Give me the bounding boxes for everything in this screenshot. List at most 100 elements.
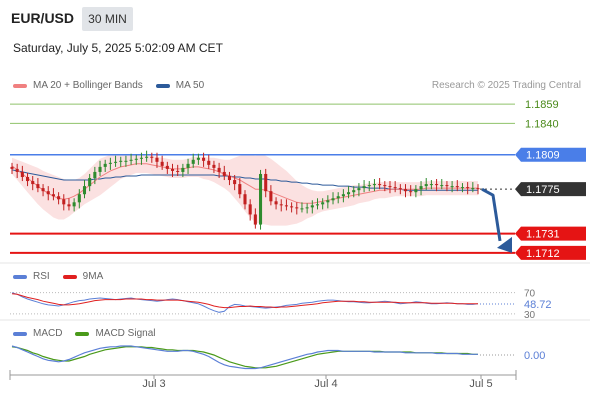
candle: [279, 199, 283, 212]
candle: [450, 181, 454, 193]
support-level-tag: [515, 245, 586, 260]
candle: [207, 154, 211, 169]
candle-body: [67, 204, 71, 207]
candle: [170, 163, 175, 178]
forecast-arrow-head: [497, 236, 512, 253]
candle-body: [238, 184, 242, 195]
pair-title: EUR/USD: [11, 10, 75, 26]
candle-body: [414, 189, 418, 193]
candle-body: [419, 186, 423, 190]
candle: [165, 161, 169, 174]
candle: [227, 171, 232, 186]
candle-body: [176, 170, 180, 172]
candle-body: [196, 157, 200, 160]
candle: [238, 178, 242, 199]
candle-body: [403, 189, 408, 192]
candle: [243, 190, 247, 210]
candle: [145, 150, 149, 162]
resistance-level-label: 1.1840: [525, 118, 559, 130]
candle-body: [139, 157, 143, 159]
candle-body: [290, 206, 294, 208]
candle-body: [305, 207, 309, 209]
candle: [77, 189, 81, 209]
datetime-label: Saturday, July 5, 2025 5:02:09 AM CET: [13, 41, 223, 55]
candle: [398, 184, 402, 195]
candle: [357, 183, 361, 197]
candle: [383, 181, 387, 192]
rsi-legend-label: RSI: [33, 271, 50, 282]
candle: [62, 194, 66, 211]
timeframe-badge[interactable]: 30 MIN: [82, 7, 133, 31]
time-axis-label: Jul 3: [142, 378, 165, 390]
candle: [269, 185, 273, 206]
candle: [160, 155, 164, 170]
candle: [248, 199, 252, 221]
candle-body: [295, 207, 299, 209]
candle-body: [352, 190, 356, 193]
candle-body: [435, 184, 439, 186]
candle-body: [77, 194, 81, 203]
candle: [31, 175, 35, 191]
ma9-legend-label: 9MA: [82, 271, 104, 282]
candle-body: [212, 164, 216, 168]
candle: [460, 183, 465, 193]
candle-body: [279, 204, 283, 206]
candle-body: [269, 191, 273, 202]
candle: [419, 181, 423, 196]
candle: [98, 160, 102, 176]
candle: [310, 200, 314, 214]
current-level-label: 1.1775: [526, 184, 560, 196]
candle: [352, 186, 356, 198]
candle: [124, 155, 128, 167]
candle-body: [243, 194, 247, 205]
candle: [176, 164, 180, 176]
candle: [455, 180, 459, 192]
macd-signal-legend-label: MACD Signal: [95, 328, 156, 339]
candle: [341, 189, 345, 203]
candle-body: [274, 201, 278, 205]
candle: [129, 153, 133, 165]
candle-body: [181, 167, 185, 172]
candle-body: [460, 187, 465, 189]
candle: [222, 165, 226, 181]
candle: [36, 178, 40, 193]
candle: [414, 185, 418, 198]
candle-body: [466, 187, 470, 189]
candle: [284, 199, 288, 211]
macd-legend-swatch: [13, 331, 27, 336]
support-level-label: 1.1712: [526, 248, 560, 260]
ma50-legend-label: MA 50: [175, 80, 205, 91]
candle: [119, 156, 123, 167]
candle: [108, 157, 112, 170]
bollinger-band: [12, 154, 478, 226]
candle: [20, 165, 24, 182]
candle: [445, 181, 449, 192]
candle-body: [202, 157, 206, 161]
candle-body: [191, 159, 195, 164]
candle: [10, 162, 14, 174]
rsi-legend: RSI 9MA: [13, 271, 116, 282]
candle: [57, 192, 61, 205]
candle-body: [409, 191, 413, 193]
candle-body: [258, 173, 263, 225]
resistance-level-label: 1.1859: [525, 99, 559, 111]
candle: [290, 202, 294, 213]
candle-body: [160, 161, 164, 166]
candle-body: [72, 202, 76, 207]
candle-body: [362, 186, 366, 189]
macd-line: [11, 345, 478, 370]
main-legend: MA 20 + Bollinger Bands MA 50: [13, 80, 217, 91]
candle: [440, 179, 444, 190]
candle-body: [82, 186, 87, 195]
candle-body: [253, 214, 257, 225]
candle: [336, 192, 340, 204]
candle-body: [336, 196, 340, 199]
candle: [274, 197, 278, 210]
candle: [191, 153, 195, 168]
candle-body: [155, 157, 159, 162]
candle-body: [134, 158, 138, 160]
candle-body: [170, 168, 175, 171]
candle-body: [300, 208, 304, 210]
candle-body: [248, 204, 252, 215]
candle: [378, 178, 382, 190]
